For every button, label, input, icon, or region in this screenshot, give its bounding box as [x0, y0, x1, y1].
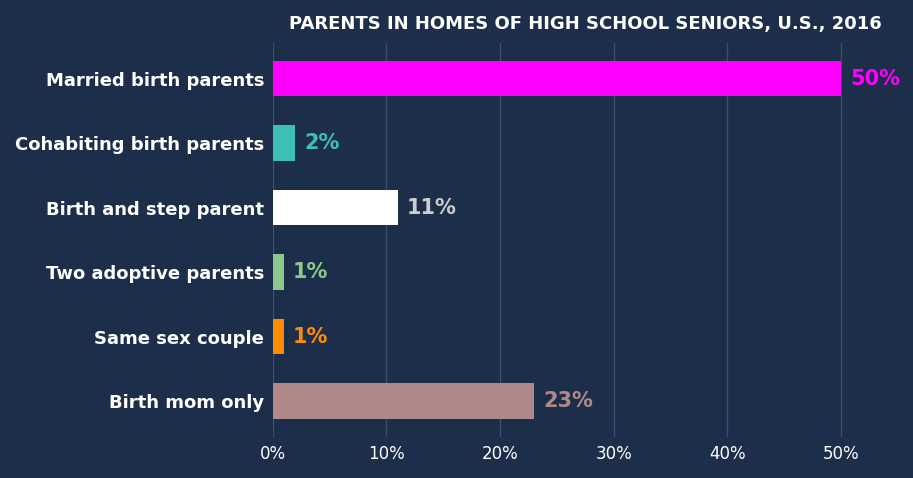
Text: 1%: 1%	[293, 326, 329, 347]
Bar	[273, 254, 284, 290]
Bar	[273, 319, 284, 354]
Bar	[273, 125, 295, 161]
Bar	[273, 383, 534, 419]
Text: 50%: 50%	[850, 68, 900, 88]
Bar	[273, 190, 398, 225]
Bar	[273, 61, 841, 96]
Text: 11%: 11%	[407, 197, 456, 217]
Text: 1%: 1%	[293, 262, 329, 282]
Text: 2%: 2%	[304, 133, 340, 153]
Title: PARENTS IN HOMES OF HIGH SCHOOL SENIORS, U.S., 2016: PARENTS IN HOMES OF HIGH SCHOOL SENIORS,…	[289, 15, 882, 33]
Text: 23%: 23%	[543, 391, 593, 411]
